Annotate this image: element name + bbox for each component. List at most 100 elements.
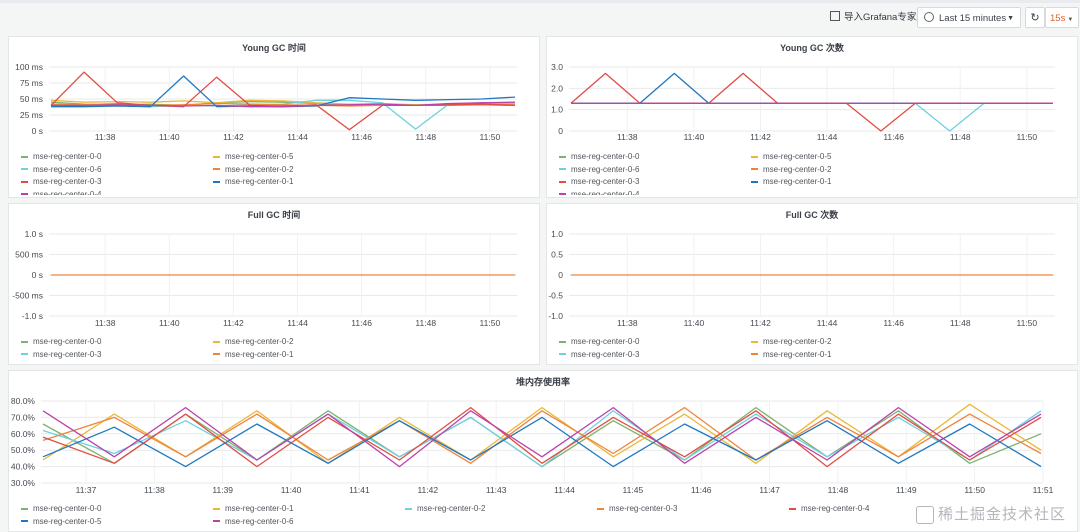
legend-color-swatch <box>559 353 566 356</box>
legend-label: mse-reg-center-0-0 <box>33 337 102 346</box>
legend-color-swatch <box>21 155 28 158</box>
legend-color-swatch <box>21 507 28 510</box>
legend-color-swatch <box>559 168 566 171</box>
legend-item[interactable]: mse-reg-center-0-3 <box>21 176 101 188</box>
legend-item[interactable]: mse-reg-center-0-0 <box>21 151 101 163</box>
legend-item[interactable]: mse-reg-center-0-1 <box>213 349 293 361</box>
legend-item[interactable]: mse-reg-center-0-3 <box>559 176 639 188</box>
legend-color-swatch <box>751 168 758 171</box>
x-tick-label: 11:44 <box>287 132 308 142</box>
legend-item[interactable]: mse-reg-center-0-3 <box>21 349 101 361</box>
full-gc-count-chart: -1.0 -0.5 0 0.5 1.0 11:38 11:40 11:42 11:44 11:46… <box>548 229 1055 328</box>
x-tick-label: 11:42 <box>417 485 438 495</box>
x-tick-label: 11:51 <box>1033 485 1054 495</box>
legend-color-swatch <box>751 340 758 343</box>
legend-label: mse-reg-center-0-3 <box>609 504 678 513</box>
legend-item[interactable]: mse-reg-center-0-1 <box>213 503 293 515</box>
legend-item[interactable]: mse-reg-center-0-1 <box>213 176 293 188</box>
x-tick-label: 11:37 <box>76 485 97 495</box>
y-tick-label: 2.0 <box>551 83 563 93</box>
legend-item[interactable]: mse-reg-center-0-5 <box>21 516 101 528</box>
legend-label: mse-reg-center-0-1 <box>225 504 294 513</box>
x-tick-label: 11:48 <box>828 485 849 495</box>
x-tick-label: 11:50 <box>480 132 501 142</box>
panel-young-gc-count: Young GC 次数 0 1.0 2.0 3.0 11:38 11:40 11:42 11:… <box>546 36 1078 198</box>
series-line <box>51 101 516 108</box>
panel-title: Young GC 次数 <box>780 43 844 53</box>
y-tick-label: 1.0 <box>551 229 563 239</box>
legend-item[interactable]: mse-reg-center-0-6 <box>21 164 101 176</box>
legend-item[interactable]: mse-reg-center-0-2 <box>213 164 293 176</box>
legend-item[interactable]: mse-reg-center-0-4 <box>21 189 101 195</box>
series-line <box>50 71 516 131</box>
y-tick-label: -0.5 <box>548 291 563 301</box>
legend-item[interactable]: mse-reg-center-0-5 <box>751 151 831 163</box>
legend-label: mse-reg-center-0-1 <box>763 177 832 186</box>
y-tick-label: 75 ms <box>20 78 43 88</box>
juejin-logo-icon <box>915 506 934 524</box>
legend-item[interactable]: mse-reg-center-0-0 <box>21 336 101 348</box>
x-tick-label: 11:42 <box>223 318 244 328</box>
x-tick-label: 11:38 <box>95 132 116 142</box>
legend-item[interactable]: mse-reg-center-0-6 <box>213 516 293 528</box>
series-line <box>42 406 1042 468</box>
legend-label: mse-reg-center-0-5 <box>33 516 102 526</box>
y-tick-label: 30.0% <box>11 478 36 488</box>
x-tick-label: 11:42 <box>223 132 244 142</box>
legend-item[interactable]: mse-reg-center-0-3 <box>597 503 677 515</box>
y-tick-label: 3.0 <box>551 62 563 72</box>
panel-full-gc-time: Full GC 时间 -1.0 s -500 ms 0 s 500 ms 1.0 s 11… <box>8 203 540 365</box>
legend-label: mse-reg-center-0-1 <box>763 349 832 359</box>
x-tick-label: 11:48 <box>950 132 971 142</box>
legend-label: mse-reg-center-0-5 <box>225 152 294 161</box>
legend-color-swatch <box>21 520 28 523</box>
refresh-interval-picker[interactable]: 15s ▼ <box>1045 7 1079 28</box>
chevron-down-icon: ▼ <box>1007 15 1014 22</box>
panel-heap-usage: 堆内存使用率 30.0% 40.0% 50.0% 60.0% 70.0% 80.0% 11:… <box>8 370 1078 532</box>
y-tick-label: 0 s <box>32 270 43 280</box>
legend-item[interactable]: mse-reg-center-0-0 <box>559 336 639 348</box>
top-toolbar: 导入Grafana专家版 Last 15 minutes ▼ ↻ 15s ▼ <box>0 0 1080 34</box>
legend-item[interactable]: mse-reg-center-0-1 <box>751 349 831 361</box>
legend-item[interactable]: mse-reg-center-0-2 <box>213 336 293 348</box>
legend-item[interactable]: mse-reg-center-0-4 <box>789 503 869 515</box>
legend-item[interactable]: mse-reg-center-0-6 <box>559 164 639 176</box>
legend-color-swatch <box>789 507 796 510</box>
y-tick-label: 50 ms <box>20 94 43 104</box>
legend-color-swatch <box>213 168 220 171</box>
legend-item[interactable]: mse-reg-center-0-0 <box>21 503 101 515</box>
y-tick-label: 100 ms <box>15 62 43 72</box>
legend-item[interactable]: mse-reg-center-0-2 <box>751 336 831 348</box>
time-range-picker[interactable]: Last 15 minutes ▼ <box>917 7 1021 28</box>
chevron-down-icon: ▼ <box>1067 17 1074 23</box>
legend-item[interactable]: mse-reg-center-0-5 <box>213 151 293 163</box>
legend-color-swatch <box>21 193 28 195</box>
legend-color-swatch <box>213 520 220 523</box>
legend-color-swatch <box>213 507 220 510</box>
legend-item[interactable]: mse-reg-center-0-0 <box>559 151 639 163</box>
y-tick-label: 50.0% <box>11 445 36 455</box>
import-grafana-link[interactable]: 导入Grafana专家版 <box>830 8 926 28</box>
legend-color-swatch <box>559 155 566 158</box>
legend-item[interactable]: mse-reg-center-0-2 <box>405 503 485 515</box>
legend-label: mse-reg-center-0-0 <box>33 504 102 513</box>
full-gc-time-chart: -1.0 s -500 ms 0 s 500 ms 1.0 s 11:38 11:40 11:… <box>12 229 517 328</box>
x-tick-label: 11:44 <box>287 318 308 328</box>
legend-label: mse-reg-center-0-2 <box>763 164 832 174</box>
top-divider <box>0 0 1080 3</box>
x-tick-label: 11:50 <box>480 318 501 328</box>
legend-label: mse-reg-center-0-0 <box>33 152 102 161</box>
x-tick-label: 11:48 <box>415 132 436 142</box>
legend-label: mse-reg-center-0-4 <box>571 189 640 196</box>
legend-item[interactable]: mse-reg-center-0-3 <box>559 349 639 361</box>
refresh-icon: ↻ <box>1030 12 1040 24</box>
series-line <box>571 102 1053 132</box>
legend-item[interactable]: mse-reg-center-0-1 <box>751 176 831 188</box>
panel-young-gc-time: Young GC 时间 0 s 25 ms 50 ms 75 ms 100 ms 11:3… <box>8 36 540 198</box>
legend-color-swatch <box>559 340 566 343</box>
legend-item[interactable]: mse-reg-center-0-4 <box>559 189 640 196</box>
legend-item[interactable]: mse-reg-center-0-2 <box>751 164 831 176</box>
legend-color-swatch <box>21 353 28 356</box>
refresh-button[interactable]: ↻ <box>1025 7 1045 28</box>
x-tick-label: 11:46 <box>883 132 904 142</box>
